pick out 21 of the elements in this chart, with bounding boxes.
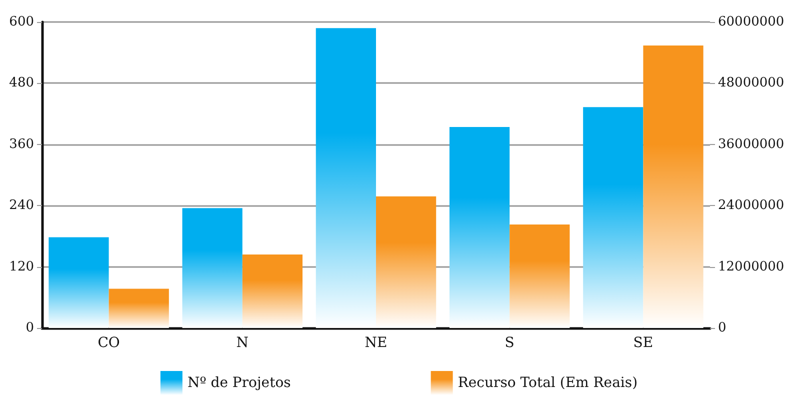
x-tick-label: SE	[633, 335, 654, 351]
y-tick-label: 240	[9, 198, 34, 214]
bar	[316, 28, 376, 328]
y-tick-label: 120	[9, 259, 34, 274]
y2-tick-label: 36000000	[718, 136, 784, 152]
legend-label: Recurso Total (Em Reais)	[458, 375, 638, 391]
x-tick-label: S	[504, 335, 514, 351]
y2-tick-label: 12000000	[718, 259, 784, 274]
y2-tick-label: 60000000	[718, 14, 784, 30]
legend-label: Nº de Projetos	[187, 375, 291, 391]
y-tick-label: 480	[9, 76, 34, 91]
y-tick-label: 0	[26, 320, 34, 336]
y2-tick-label: 0	[718, 320, 726, 336]
y2-tick-label: 48000000	[718, 76, 784, 91]
y2-tick-label: 24000000	[718, 198, 784, 214]
x-tick-label: N	[236, 335, 249, 351]
bar	[48, 237, 109, 328]
x-tick-label: CO	[98, 335, 120, 351]
x-tick-label: NE	[364, 335, 388, 351]
y-tick-label: 600	[9, 14, 34, 30]
y-tick-label: 360	[9, 136, 34, 152]
